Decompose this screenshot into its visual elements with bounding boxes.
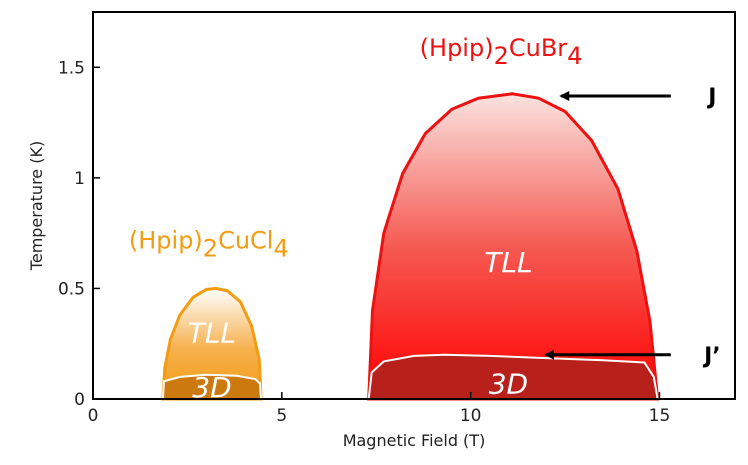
x-axis-label: Magnetic Field (T) [343,431,486,450]
x-tick-label: 5 [276,406,287,426]
coupling-label-arrow_J: J [706,85,716,110]
region-label-br4_3d: 3D [489,368,528,401]
y-tick-label: 1 [74,169,85,189]
y-tick-label: 0 [74,390,85,410]
region-1-3d [367,353,659,400]
plot-frame [92,11,736,400]
y-tick-label: 0.5 [58,279,85,299]
axis-ticks: 0 5 10 15 0 0.5 1 1.5 [58,58,670,426]
y-tick-label: 1.5 [58,58,85,78]
x-tick-label: 10 [460,406,482,426]
region-label-cl4_tll: TLL [188,317,236,350]
compound-label-br4_name: (Hpip)2CuBr4 [420,34,583,70]
region-0-tll [161,286,263,401]
coupling-label-arrow_Jp: J’ [702,344,721,369]
compound-label-cl4_name: (Hpip)2CuCl4 [129,227,289,263]
region-0-3d [161,373,263,400]
x-tick-label: 0 [88,406,99,426]
y-axis-label: Temperature (K) [27,141,46,271]
x-tick-label: 15 [649,406,671,426]
region-label-br4_tll: TLL [484,246,532,279]
phase-regions [161,92,660,401]
region-1-tll [367,92,660,401]
